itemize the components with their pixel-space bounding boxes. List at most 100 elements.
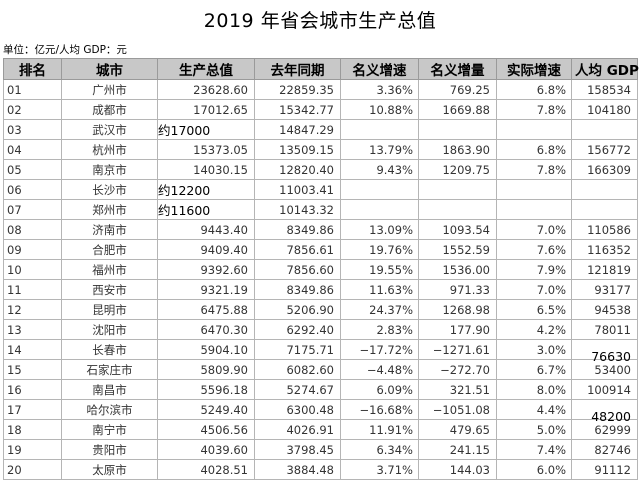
prev-cell-text: 7856.61 (286, 242, 334, 257)
prev-cell: 13509.15 (254, 139, 341, 160)
per-capita-cell: 116352 (571, 239, 638, 260)
city-cell-text: 济南市 (92, 222, 127, 237)
prev-cell-text: 13509.15 (279, 142, 334, 157)
prev-cell-text: 10143.32 (279, 202, 334, 217)
real-rate-cell: 6.8% (496, 79, 572, 100)
nominal-inc-cell: 241.15 (418, 439, 497, 460)
nominal-inc-cell: 1093.54 (418, 219, 497, 240)
table-row: 20 太原市 4028.51 3884.48 3.71% 144.03 6.0% 91112 (3, 459, 638, 480)
prev-cell: 3884.48 (254, 459, 341, 480)
city-cell-text: 成都市 (92, 102, 127, 117)
per-capita-cell-text: 48200 (591, 409, 631, 424)
prev-cell-text: 3798.45 (286, 442, 334, 457)
nominal-inc-cell: 769.25 (418, 79, 497, 100)
nominal-rate-cell: 13.79% (340, 139, 419, 160)
table-row: 14 长春市 5904.10 7175.71 −17.72% −1271.61 3.0% 76… (3, 339, 638, 364)
real-rate-cell: 6.8% (496, 139, 572, 160)
nominal-rate-cell-text: 3.71% (376, 462, 413, 477)
nominal-inc-cell-text: −1271.61 (432, 342, 490, 357)
nominal-inc-cell: 479.65 (418, 419, 497, 440)
per-capita-cell: 78011 (571, 319, 638, 340)
prev-cell-text: 12820.40 (279, 162, 334, 177)
gdp-cell: 4028.51 (157, 459, 255, 480)
real-rate-cell-text: 5.0% (536, 422, 566, 437)
city-cell: 杭州市 (61, 139, 158, 160)
per-capita-cell: 76630 (571, 339, 638, 364)
nominal-inc-cell-text: 479.65 (449, 422, 490, 437)
prev-cell: 14847.29 (254, 119, 341, 140)
gdp-cell-text: 9409.40 (200, 242, 248, 257)
gdp-cell-text: 约12200 (158, 183, 211, 198)
rank-cell: 16 (3, 379, 62, 400)
table-row: 19 贵阳市 4039.60 3798.45 6.34% 241.15 7.4% 82746 (3, 439, 638, 460)
table-row: 15 石家庄市 5809.90 6082.60 −4.48% −272.70 6.7% 534… (3, 359, 638, 380)
city-cell: 合肥市 (61, 239, 158, 260)
nominal-rate-cell-text: 19.55% (369, 262, 413, 277)
table-row: 05 南京市 14030.15 12820.40 9.43% 1209.75 7.8% 166… (3, 159, 638, 180)
nominal-rate-cell-text: −16.68% (359, 402, 414, 417)
nominal-rate-cell: 24.37% (340, 299, 419, 320)
nominal-inc-cell-text: 1669.88 (442, 102, 490, 117)
per-capita-cell-text: 156772 (587, 142, 631, 157)
nominal-inc-cell-text: 177.90 (449, 322, 490, 337)
prev-cell: 3798.45 (254, 439, 341, 460)
real-rate-cell: 6.0% (496, 459, 572, 480)
nominal-inc-cell: −272.70 (418, 359, 497, 380)
nominal-rate-cell: 13.09% (340, 219, 419, 240)
prev-cell-text: 8349.86 (286, 222, 334, 237)
per-capita-cell-text: 94538 (594, 302, 631, 317)
nominal-rate-cell: −16.68% (340, 399, 419, 420)
nominal-rate-cell: 3.71% (340, 459, 419, 480)
table-row: 07 郑州市 约11600 10143.32 (3, 199, 638, 220)
nominal-rate-cell-text: 13.09% (369, 222, 413, 237)
gdp-cell-text: 6470.30 (200, 322, 248, 337)
nominal-inc-cell-text: 1093.54 (442, 222, 490, 237)
header-per-capita: 人均 GDP (571, 58, 639, 80)
table-row: 08 济南市 9443.40 8349.86 13.09% 1093.54 7.0% 1105… (3, 219, 638, 240)
header-nominal-inc: 名义增量 (418, 58, 497, 80)
header-gdp: 生产总值 (157, 58, 255, 80)
nominal-inc-cell: 1536.00 (418, 259, 497, 280)
real-rate-cell: 3.0% (496, 339, 572, 360)
prev-cell-text: 4026.91 (286, 422, 334, 437)
nominal-rate-cell: 6.09% (340, 379, 419, 400)
prev-cell-text: 5206.90 (286, 302, 334, 317)
per-capita-cell: 93177 (571, 279, 638, 300)
rank-cell: 09 (3, 239, 62, 260)
city-cell: 石家庄市 (61, 359, 158, 380)
gdp-cell-text: 4028.51 (200, 462, 248, 477)
city-cell: 济南市 (61, 219, 158, 240)
rank-cell: 05 (3, 159, 62, 180)
table-row: 17 哈尔滨市 5249.40 6300.48 −16.68% −1051.08 4.4% 4… (3, 399, 638, 424)
gdp-cell: 23628.60 (157, 79, 255, 100)
nominal-inc-cell: 177.90 (418, 319, 497, 340)
city-cell-text: 石家庄市 (86, 362, 133, 377)
city-cell-text: 太原市 (92, 462, 127, 477)
nominal-inc-cell-text: 321.51 (449, 382, 490, 397)
real-rate-cell-text: 6.5% (536, 302, 566, 317)
nominal-inc-cell-text: −272.70 (440, 362, 490, 377)
gdp-cell: 15373.05 (157, 139, 255, 160)
city-cell: 昆明市 (61, 299, 158, 320)
rank-cell-text: 07 (7, 202, 22, 217)
real-rate-cell-text: 7.4% (536, 442, 566, 457)
gdp-cell-text: 5809.90 (200, 362, 248, 377)
nominal-rate-cell-text: 10.88% (369, 102, 413, 117)
gdp-cell: 5596.18 (157, 379, 255, 400)
header-nominal-rate: 名义增速 (340, 58, 419, 80)
rank-cell-text: 05 (7, 162, 22, 177)
city-cell-text: 杭州市 (92, 142, 127, 157)
rank-cell-text: 15 (7, 362, 22, 377)
nominal-inc-cell: 971.33 (418, 279, 497, 300)
nominal-inc-cell-text: 1268.98 (442, 302, 490, 317)
real-rate-cell-text: 7.9% (536, 262, 566, 277)
header-row: 排名 城市 生产总值 去年同期 名义增速 名义增量 实际增速 人均 GDP (3, 58, 639, 80)
rank-cell: 13 (3, 319, 62, 340)
real-rate-cell (496, 179, 572, 200)
rank-cell-text: 03 (7, 122, 22, 137)
nominal-inc-cell-text: 971.33 (449, 282, 490, 297)
per-capita-cell-text: 116352 (587, 242, 631, 257)
nominal-inc-cell: 321.51 (418, 379, 497, 400)
prev-cell: 11003.41 (254, 179, 341, 200)
real-rate-cell: 7.9% (496, 259, 572, 280)
